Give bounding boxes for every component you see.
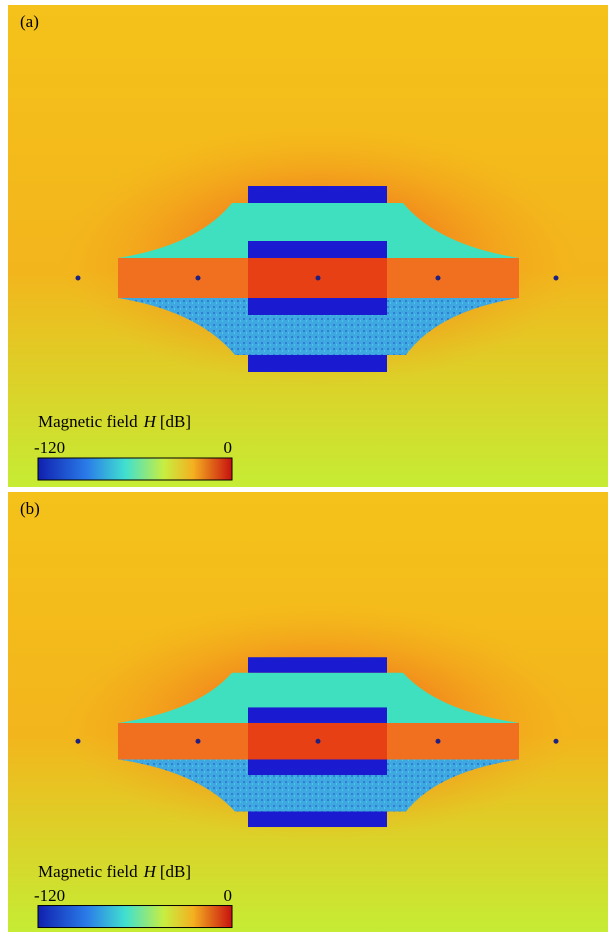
panel: (b) Magnetic field H[dB] -120 0 <box>8 492 608 932</box>
colorbar-max: 0 <box>224 886 233 905</box>
colorbar-title-text: Magnetic field <box>38 412 138 431</box>
singularity <box>76 739 81 744</box>
winding <box>248 241 387 258</box>
colorbar-title-text: Magnetic field <box>38 862 138 881</box>
colorbar-min: -120 <box>34 886 65 905</box>
colorbar <box>38 458 232 480</box>
singularity <box>554 739 559 744</box>
singularity <box>196 276 201 281</box>
colorbar-symbol: H <box>143 412 158 431</box>
winding <box>248 657 387 673</box>
colorbar <box>38 906 232 928</box>
winding <box>248 355 387 372</box>
singularity <box>554 276 559 281</box>
winding <box>248 812 387 828</box>
panel-label: (a) <box>20 12 39 31</box>
colorbar-min: -120 <box>34 438 65 457</box>
singularity <box>76 276 81 281</box>
winding <box>248 759 387 775</box>
colorbar-max: 0 <box>224 438 233 457</box>
figure: (a)Magnetic fieldH[dB]-1200(b)Magnetic f… <box>0 0 612 937</box>
singularity <box>316 739 321 744</box>
winding <box>248 186 387 203</box>
colorbar-title: Magnetic field H[dB] <box>38 412 191 431</box>
singularity <box>316 276 321 281</box>
singularity <box>196 739 201 744</box>
colorbar-symbol: H <box>143 862 158 881</box>
colorbar-unit: [dB] <box>160 412 191 431</box>
colorbar-unit: [dB] <box>160 862 191 881</box>
colorbar-title: Magnetic field H[dB] <box>38 862 191 881</box>
singularity <box>436 739 441 744</box>
panel: (a) Magnetic field H[dB] -120 0 <box>8 5 608 487</box>
winding <box>248 298 387 315</box>
winding <box>248 707 387 723</box>
panel-label: (b) <box>20 499 40 518</box>
singularity <box>436 276 441 281</box>
